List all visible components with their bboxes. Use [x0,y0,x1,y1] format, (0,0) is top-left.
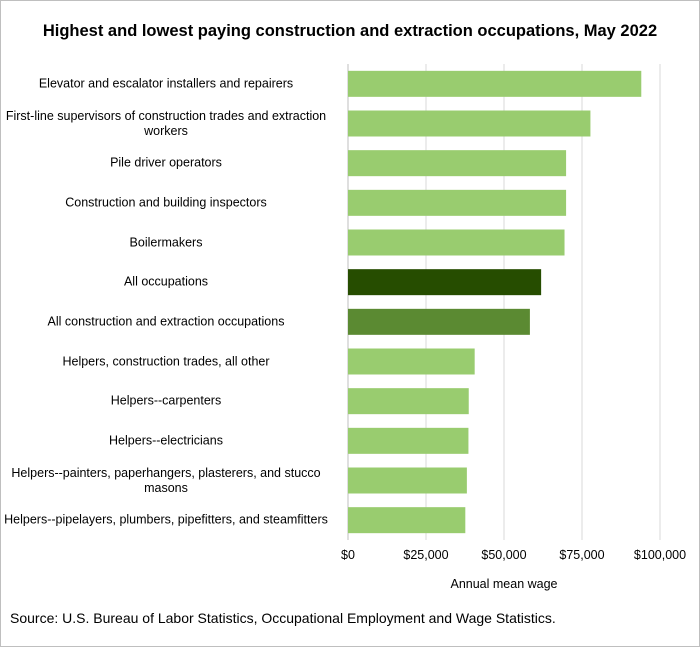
category-label: First-line supervisors of construction t… [5,108,327,138]
category-label: Boilermakers [129,235,203,249]
x-tick-label: $0 [341,548,355,562]
bar [348,467,467,494]
bar [348,229,565,256]
bar [348,269,542,296]
bar [348,70,642,97]
bar [348,308,530,335]
category-label: All construction and extraction occupati… [47,314,285,329]
x-tick-label: $75,000 [559,548,605,562]
category-label: Helpers--carpenters [110,393,222,408]
x-tick-label: $50,000 [481,548,527,562]
bar [348,427,469,454]
category-label: All occupations [123,274,209,289]
bar [348,110,591,137]
x-axis-title: Annual mean wage [450,577,558,591]
category-label: Construction and building inspectors [65,195,267,210]
source-note: Source: U.S. Bureau of Labor Statistics,… [10,610,556,626]
category-label: Helpers--pipelayers, plumbers, pipefitte… [4,512,328,527]
bar [348,150,567,177]
category-label: Elevator and escalator installers and re… [38,76,294,91]
bar [348,388,469,415]
bar [348,507,466,534]
bar [348,348,475,375]
category-label: Helpers, construction trades, all other [62,354,270,368]
chart-title: Highest and lowest paying construction a… [42,22,658,40]
x-tick-label: $25,000 [403,548,449,562]
category-label: Helpers--electricians [109,433,223,448]
category-label: Pile driver operators [110,155,222,170]
category-label: Helpers--painters, paperhangers, plaster… [11,465,321,495]
x-tick-label: $100,000 [633,548,687,562]
bar [348,189,567,216]
